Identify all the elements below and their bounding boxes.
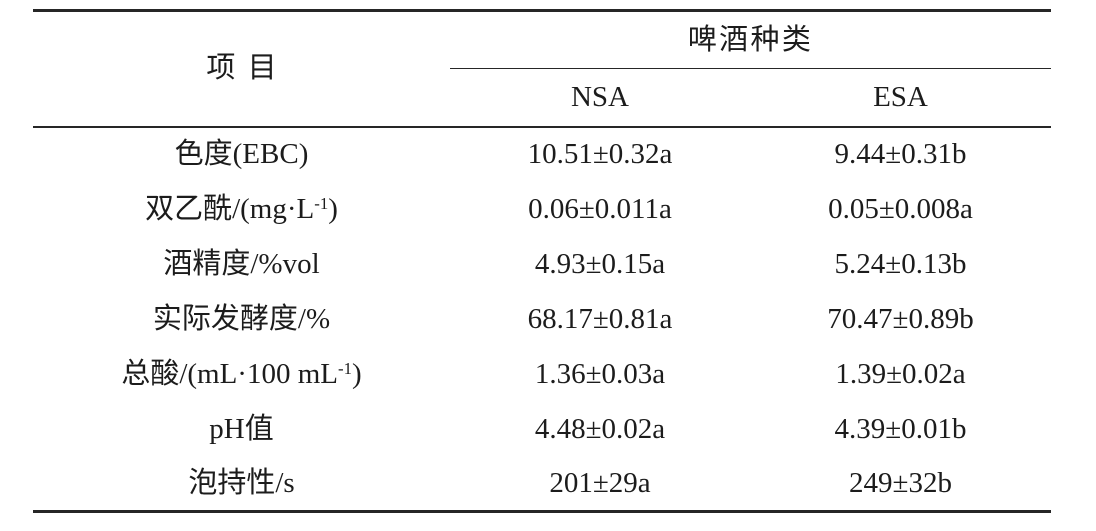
- beer-type-group-header: 啤酒种类: [450, 10, 1051, 69]
- row-label: 双乙酰/(mg·L-1): [145, 192, 338, 225]
- nsa-value: 10.51±0.32a: [527, 138, 673, 170]
- nsa-value: 4.93±0.15a: [534, 247, 666, 280]
- nsa-value: 1.36±0.03a: [534, 357, 666, 390]
- esa-value: 1.39±0.02a: [835, 357, 966, 390]
- row-label: 泡持性/s: [188, 466, 295, 499]
- table-row: pH值 4.48±0.02a 4.39±0.01b: [33, 402, 1051, 457]
- nsa-value: 201±29a: [549, 466, 651, 499]
- table-row: 泡持性/s 201±29a 249±32b: [33, 457, 1051, 512]
- row-label: 总酸/(mL·100 mL-1): [121, 357, 362, 390]
- group-header-row: 项目 啤酒种类: [33, 10, 1051, 128]
- table-row: 实际发酵度/% 68.17±0.81a 70.47±0.89b: [33, 292, 1051, 347]
- column-header-esa: ESA: [750, 68, 1051, 128]
- sub-header-row: NSA ESA: [33, 68, 1051, 128]
- table-row: 酒精度/%vol 4.93±0.15a 5.24±0.13b: [33, 237, 1051, 292]
- nsa-value: 68.17±0.81a: [527, 302, 673, 335]
- table-row: 双乙酰/(mg·L-1) 0.06±0.011a 0.05±0.008a: [33, 182, 1051, 237]
- table-row: 色度(EBC) 10.51±0.32a 9.44±0.31b: [33, 127, 1051, 182]
- row-label: 酒精度/%vol: [163, 247, 320, 280]
- esa-value: 9.44±0.31b: [834, 138, 967, 170]
- nsa-value: 4.48±0.02a: [534, 412, 666, 445]
- esa-value: 70.47±0.89b: [827, 302, 974, 335]
- column-header-nsa: NSA: [450, 68, 750, 128]
- table-body: 色度(EBC) 10.51±0.32a 9.44±0.31b 双乙酰/(mg·L…: [33, 127, 1051, 512]
- row-label: 实际发酵度/%: [152, 302, 331, 335]
- esa-value: 0.05±0.008a: [828, 192, 973, 225]
- esa-value: 249±32b: [849, 466, 952, 499]
- nsa-value: 0.06±0.011a: [528, 192, 672, 225]
- table-row: 总酸/(mL·100 mL-1) 1.36±0.03a 1.39±0.02a: [33, 347, 1051, 402]
- row-label: 色度(EBC): [174, 138, 309, 170]
- esa-value: 4.39±0.01b: [834, 412, 967, 445]
- table-header: 项目 啤酒种类 NSA ESA: [33, 10, 1051, 128]
- esa-value: 5.24±0.13b: [834, 247, 967, 280]
- item-column-header: 项目: [33, 10, 450, 128]
- beer-comparison-table: 项目 啤酒种类 NSA ESA 色度(EBC) 10.51±0.32a 9.44…: [33, 9, 1051, 513]
- row-label: pH值: [209, 412, 274, 445]
